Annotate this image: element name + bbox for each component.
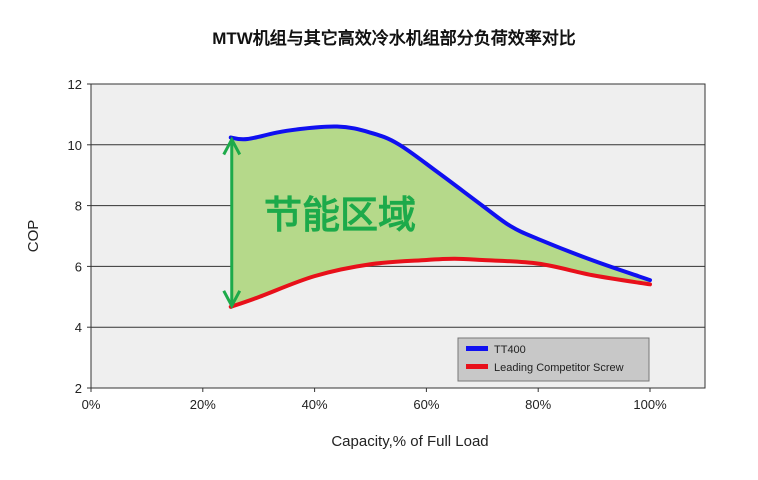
y-tick-label: 10 — [68, 138, 82, 153]
chart-title: MTW机组与其它高效冷水机组部分负荷效率对比 — [212, 28, 576, 48]
x-tick-label: 60% — [413, 397, 439, 412]
legend-label-competitor: Leading Competitor Screw — [494, 362, 624, 374]
energy-saving-zone-fill — [230, 126, 650, 307]
y-tick-label: 12 — [68, 77, 82, 92]
x-tick-label: 80% — [525, 397, 551, 412]
y-tick-label: 8 — [75, 199, 82, 214]
arrow-head-down — [222, 290, 242, 310]
arrow-head-up — [222, 136, 242, 156]
series-line-tt400 — [228, 124, 652, 283]
energy-saving-zone-label: 节能区域 — [264, 195, 416, 237]
y-axis-label: COP — [25, 220, 42, 253]
x-tick-label: 0% — [82, 397, 101, 412]
legend-box — [457, 337, 650, 382]
legend: TT400 Leading Competitor Screw — [457, 337, 650, 382]
legend-swatch-competitor — [466, 364, 488, 369]
legend-label-tt400: TT400 — [494, 344, 526, 356]
legend-swatch-tt400 — [466, 346, 488, 351]
y-tick-label: 6 — [75, 259, 82, 274]
x-tick-label: 20% — [190, 397, 216, 412]
x-tick-label: 100% — [633, 397, 667, 412]
x-tick-label: 40% — [302, 397, 328, 412]
y-tick-label: 4 — [75, 320, 82, 335]
x-axis-label: Capacity,% of Full Load — [331, 433, 488, 450]
cop-gap-arrow — [222, 136, 242, 310]
y-tick-label: 2 — [75, 381, 82, 396]
series-line-competitor — [228, 256, 652, 309]
